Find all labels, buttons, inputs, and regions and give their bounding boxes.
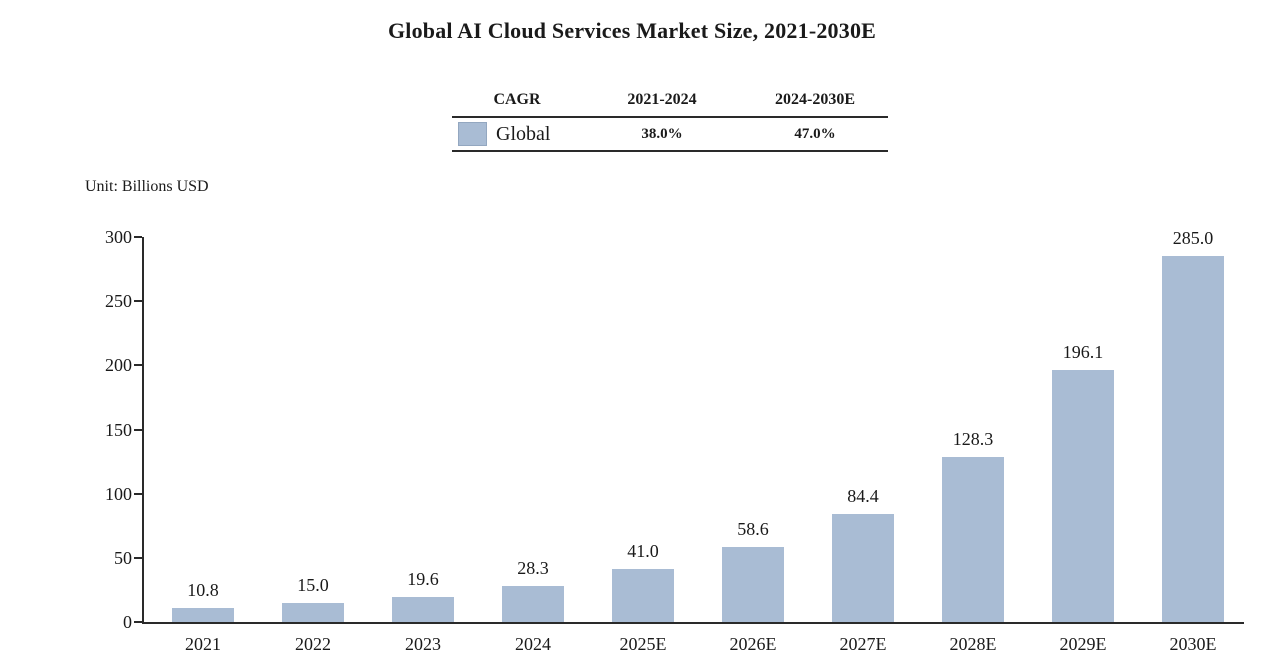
cagr-header-period-1: 2021-2024	[627, 91, 697, 108]
x-tick-label-2023: 2023	[405, 634, 441, 654]
x-tick-label-2026e: 2026E	[729, 634, 777, 654]
legend-label-global: Global	[496, 122, 551, 145]
y-tick-mark-250	[134, 300, 142, 303]
y-tick-mark-200	[134, 364, 142, 367]
bar-2030e	[1162, 256, 1224, 622]
cagr-header-period-2: 2024-2030E	[775, 91, 855, 108]
cagr-value-2024-2030e: 47.0%	[794, 125, 836, 142]
bar-2021	[172, 608, 234, 622]
y-tick-label-50: 50	[114, 547, 132, 568]
bar-2025e	[612, 569, 674, 622]
x-tick-label-2027e: 2027E	[839, 634, 887, 654]
bar-value-label-2029e: 196.1	[1062, 342, 1104, 363]
table-divider-bottom	[452, 150, 888, 152]
legend-swatch-global	[458, 122, 487, 146]
cagr-table-header-row: CAGR 2021-2024 2024-2030E	[452, 84, 888, 116]
y-tick-mark-150	[134, 428, 142, 431]
bar-value-label-2026e: 58.6	[737, 518, 769, 539]
x-tick-label-2021: 2021	[185, 634, 221, 654]
chart-title: Global AI Cloud Services Market Size, 20…	[387, 18, 877, 43]
cagr-table-data-row: Global 38.0% 47.0%	[452, 118, 888, 150]
x-tick-label-2030e: 2030E	[1169, 634, 1217, 654]
y-tick-mark-100	[134, 492, 142, 495]
bar-value-label-2025e: 41.0	[627, 541, 659, 562]
y-tick-label-150: 150	[105, 419, 132, 440]
bar-2022	[282, 602, 344, 622]
x-tick-label-2025e: 2025E	[619, 634, 667, 654]
bar-2026e	[722, 546, 784, 622]
bar-2029e	[1052, 370, 1114, 622]
bar-2023	[392, 596, 454, 622]
bar-value-label-2021: 10.8	[187, 580, 219, 601]
y-tick-label-0: 0	[123, 612, 132, 632]
y-tick-label-250: 250	[105, 291, 132, 312]
bar-value-label-2030e: 285.0	[1172, 228, 1214, 249]
y-tick-label-300: 300	[105, 227, 132, 247]
y-tick-mark-0	[134, 621, 142, 623]
table-divider-top	[452, 116, 888, 118]
x-tick-label-2028e: 2028E	[949, 634, 997, 654]
legend-cell: Global	[452, 122, 582, 146]
x-tick-label-2024: 2024	[515, 634, 551, 654]
bar-value-label-2024: 28.3	[517, 557, 549, 578]
bar-value-label-2027e: 84.4	[847, 485, 879, 506]
bar-value-label-2022: 15.0	[297, 574, 329, 595]
cagr-table: CAGR 2021-2024 2024-2030E Global 38.0% 4…	[452, 84, 888, 152]
bar-value-label-2023: 19.6	[407, 568, 439, 589]
bar-2024	[502, 585, 564, 622]
y-tick-mark-50	[134, 556, 142, 559]
y-tick-label-200: 200	[105, 355, 132, 376]
x-tick-label-2022: 2022	[295, 634, 331, 654]
bar-value-label-2028e: 128.3	[952, 429, 994, 450]
plot-area: 0 50 100 150 200 250 300 10.8 2021 15.0 2022 19.6 20…	[105, 227, 1244, 654]
cagr-header-label: CAGR	[493, 91, 541, 108]
cagr-value-2021-2024: 38.0%	[641, 125, 683, 142]
unit-label: Unit: Billions USD	[85, 178, 209, 195]
bar-2028e	[942, 457, 1004, 622]
y-tick-label-100: 100	[105, 483, 132, 504]
bar-2027e	[832, 513, 894, 622]
x-tick-label-2029e: 2029E	[1059, 634, 1107, 654]
y-tick-mark-300	[134, 236, 142, 238]
